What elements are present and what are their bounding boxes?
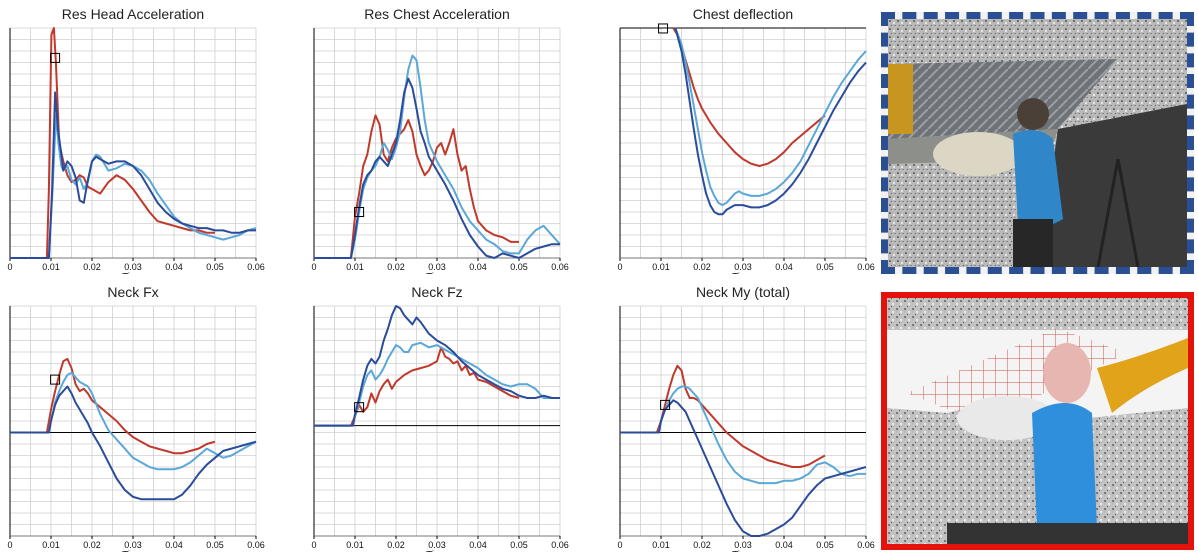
x-tick-label: 0.02 xyxy=(387,540,405,550)
grid xyxy=(9,305,257,537)
x-tick-label: 0.05 xyxy=(206,540,224,550)
x-axis-label: Time xyxy=(732,272,754,274)
x-tick-label: 0.04 xyxy=(775,262,793,272)
x-tick-label: 0.04 xyxy=(775,540,793,550)
x-tick-label: 0.03 xyxy=(734,540,752,550)
test-photo-illustration xyxy=(888,19,1187,267)
x-tick-label: 0 xyxy=(311,262,316,272)
series-line-sim_b xyxy=(620,399,867,537)
x-tick-label: 0.06 xyxy=(247,540,265,550)
x-tick-label: 0 xyxy=(617,540,622,550)
series-line-sim_a xyxy=(674,27,867,207)
grid xyxy=(313,27,561,259)
x-tick-label: 0.01 xyxy=(652,540,670,550)
series-line-sim_b xyxy=(10,91,256,259)
time-marker xyxy=(660,399,671,410)
series-line-sim_a xyxy=(314,341,560,427)
x-tick-label: 0.06 xyxy=(551,262,569,272)
chart-title: Neck Fx xyxy=(107,284,158,300)
x-tick-label: 0.01 xyxy=(346,540,364,550)
chart-chest-deflection: Chest deflection 0 0.01 0.02 0.03 0.04 0.05 0.0… xyxy=(617,6,875,274)
x-tick-label: 0.01 xyxy=(652,262,670,272)
x-tick-label: 0 xyxy=(617,262,622,272)
x-axis-label: Time xyxy=(426,272,448,274)
time-marker xyxy=(354,207,365,217)
series-line-sim_b xyxy=(314,77,560,259)
series-line-test xyxy=(314,346,520,427)
x-tick-label: 0.04 xyxy=(469,540,487,550)
x-tick-label: 0.06 xyxy=(857,262,875,272)
chart-panel-neck-my-total: Neck My (total) 0 0.01 0.02 0.03 0.04 0.05 0.06… xyxy=(614,280,889,552)
x-tick-label: 0.01 xyxy=(42,540,60,550)
x-tick-label: 0 xyxy=(7,540,12,550)
chart-panel-neck-fz: Neck Fz 0 0.01 0.02 0.03 0.04 0.05 0.06 Time xyxy=(308,280,583,552)
x-tick-label: 0.01 xyxy=(346,262,364,272)
x-axis-label: Time xyxy=(122,550,144,552)
time-marker xyxy=(658,23,669,34)
chart-title: Res Chest Acceleration xyxy=(364,6,510,22)
x-tick-label: 0.03 xyxy=(428,540,446,550)
chart-panel-chest-deflection: Chest deflection 0 0.01 0.02 0.03 0.04 0.05 0.0… xyxy=(614,2,889,274)
x-tick-label: 0.02 xyxy=(83,262,101,272)
chart-neck-fz: Neck Fz 0 0.01 0.02 0.03 0.04 0.05 0.06 Time xyxy=(311,284,569,552)
grid xyxy=(619,305,867,537)
series-line-sim_b xyxy=(10,385,257,501)
series-line-test xyxy=(672,27,826,167)
series-line-test xyxy=(620,364,826,468)
x-tick-label: 0.04 xyxy=(165,540,183,550)
x-tick-label: 0.02 xyxy=(83,540,101,550)
x-axis-label: Time xyxy=(732,550,754,552)
chart-title: Chest deflection xyxy=(693,6,793,22)
x-tick-label: 0.04 xyxy=(469,262,487,272)
x-tick-label: 0.05 xyxy=(510,262,528,272)
series-line-sim_b xyxy=(674,27,867,216)
x-tick-label: 0.02 xyxy=(387,262,405,272)
x-tick-label: 0 xyxy=(311,540,316,550)
series-line-test xyxy=(10,357,216,455)
chart-panel-neck-fx: Neck Fx 0 0.01 0.02 0.03 0.04 0.05 0.06 Time xyxy=(4,280,279,552)
time-marker xyxy=(50,52,61,63)
simulation-render xyxy=(881,292,1194,550)
series-line-test xyxy=(10,27,215,259)
x-tick-label: 0.01 xyxy=(42,262,60,272)
chart-neck-fx: Neck Fx 0 0.01 0.02 0.03 0.04 0.05 0.06 Time xyxy=(7,284,265,552)
series-line-sim_a xyxy=(10,371,257,471)
x-tick-label: 0.05 xyxy=(510,540,528,550)
x-tick-label: 0.06 xyxy=(857,540,875,550)
series-line-sim_a xyxy=(620,385,866,485)
chart-neck-my-total: Neck My (total) 0 0.01 0.02 0.03 0.04 0.05 0.06… xyxy=(617,284,875,552)
x-tick-label: 0.05 xyxy=(816,262,834,272)
x-tick-label: 0.06 xyxy=(551,540,569,550)
x-tick-label: 0.03 xyxy=(428,262,446,272)
x-tick-label: 0.02 xyxy=(693,262,711,272)
chart-panel-res-chest-acceleration: Res Chest Acceleration 0 0.01 0.02 0.03 0.04 0… xyxy=(308,2,583,274)
chart-title: Res Head Acceleration xyxy=(62,6,204,22)
x-tick-label: 0.02 xyxy=(693,540,711,550)
x-tick-label: 0.03 xyxy=(124,540,142,550)
simulation-render-illustration xyxy=(887,298,1188,544)
x-tick-label: 0.05 xyxy=(206,262,224,272)
series-line-sim_b xyxy=(314,305,560,427)
x-axis-label: Time xyxy=(426,550,448,552)
grid xyxy=(619,27,867,259)
x-tick-label: 0.04 xyxy=(165,262,183,272)
chart-res-chest-acceleration: Res Chest Acceleration 0 0.01 0.02 0.03 0.04 0… xyxy=(311,6,569,274)
time-marker xyxy=(50,374,61,385)
grid xyxy=(9,27,257,259)
x-tick-label: 0.06 xyxy=(247,262,265,272)
x-tick-label: 0.03 xyxy=(124,262,142,272)
chart-title: Neck Fz xyxy=(411,284,462,300)
chart-panel-res-head-acceleration: Res Head Acceleration 0 0.01 0.02 0.03 0.04 0.… xyxy=(4,2,279,274)
x-axis-label: Time xyxy=(122,272,144,274)
x-tick-label: 0 xyxy=(7,262,12,272)
chart-res-head-acceleration: Res Head Acceleration 0 0.01 0.02 0.03 0.04 0.… xyxy=(7,6,265,274)
series-line-test xyxy=(314,114,519,259)
chart-title: Neck My (total) xyxy=(696,284,790,300)
x-tick-label: 0.05 xyxy=(816,540,834,550)
x-tick-label: 0.03 xyxy=(734,262,752,272)
time-marker xyxy=(354,402,365,413)
test-photo xyxy=(881,12,1194,274)
